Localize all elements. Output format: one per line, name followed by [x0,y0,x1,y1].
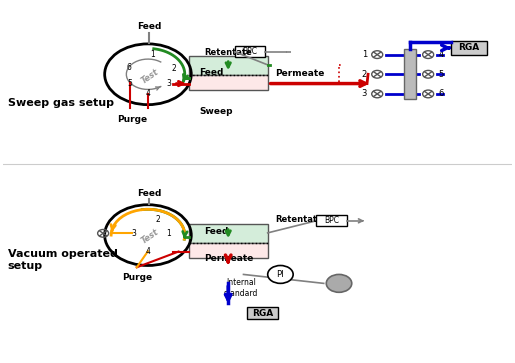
Bar [316,216,347,226]
Text: Permeate: Permeate [276,69,324,78]
Bar [188,243,268,258]
Bar [247,307,278,319]
Text: 5: 5 [128,79,132,88]
Text: Feed: Feed [204,227,228,236]
Text: 1: 1 [362,50,367,59]
Text: 3: 3 [362,89,367,98]
Circle shape [327,274,352,292]
Text: Purge: Purge [117,115,148,125]
Bar [188,75,268,90]
Bar [188,224,268,243]
Text: RGA: RGA [252,309,273,318]
Text: 3: 3 [166,79,171,88]
Bar [234,46,265,57]
Text: Feed: Feed [199,68,224,77]
Text: RGA: RGA [458,43,479,52]
Text: 6: 6 [438,89,443,98]
Text: Purge: Purge [122,273,152,282]
Text: PI: PI [277,270,284,279]
Bar [451,41,487,54]
Text: Sweep: Sweep [199,107,232,116]
Text: Internal
standard: Internal standard [224,278,259,298]
Text: 2: 2 [362,70,367,79]
Bar [404,49,417,99]
Text: 1: 1 [166,229,170,238]
Text: BPC: BPC [324,216,339,225]
Text: 4: 4 [146,247,150,256]
Text: 3: 3 [132,229,136,238]
Text: Vacuum operated
setup: Vacuum operated setup [8,249,118,271]
Circle shape [268,265,293,284]
Text: BPC: BPC [243,47,258,56]
Text: Retentate: Retentate [204,48,252,57]
Text: Feed: Feed [137,23,161,31]
Text: 5: 5 [438,70,443,79]
Text: Sweep gas setup: Sweep gas setup [8,98,114,108]
Text: Test: Test [140,228,161,246]
Text: Permeate: Permeate [204,254,253,263]
Text: Feed: Feed [137,189,161,197]
Bar [188,56,268,75]
Text: 1: 1 [151,50,156,59]
Text: 6: 6 [127,63,131,72]
Text: Test: Test [140,67,161,85]
Text: 4: 4 [438,50,443,59]
Text: Retentate: Retentate [276,215,323,224]
Text: 4: 4 [146,89,150,98]
Text: 2: 2 [156,215,161,224]
Text: 2: 2 [171,64,176,73]
